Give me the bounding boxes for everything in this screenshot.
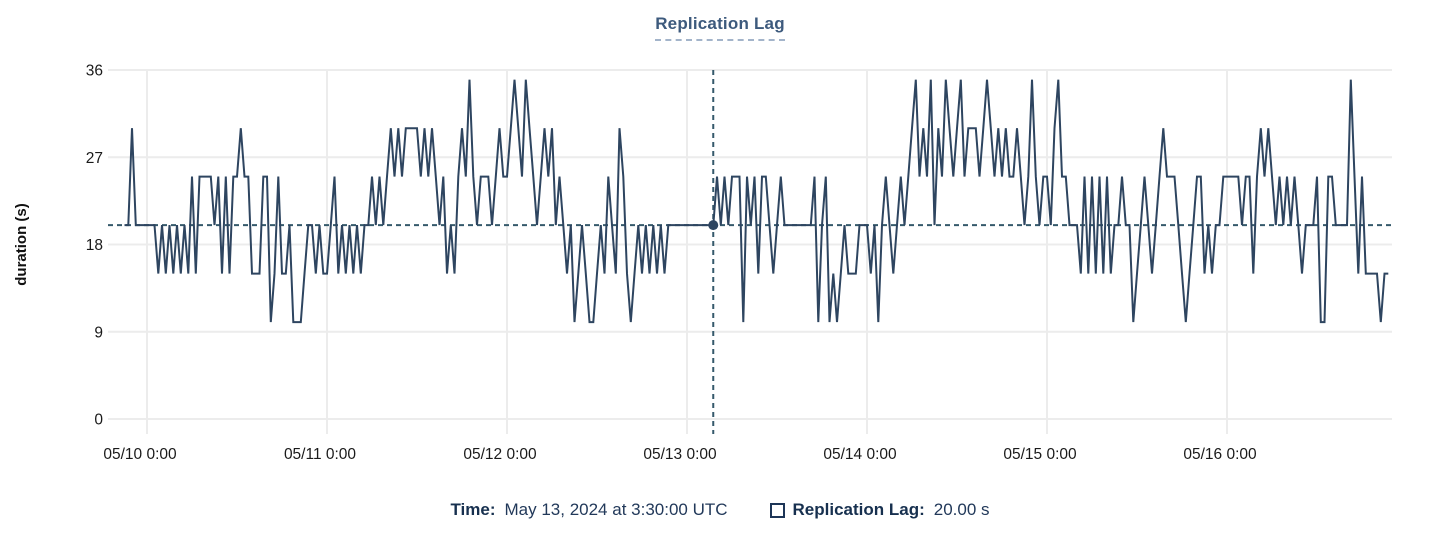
x-axis-labels: 05/10 0:00 05/11 0:00 05/12 0:00 05/13 0:00… [103,446,1257,463]
legend-square-icon [769,502,785,518]
time-value: May 13, 2024 at 3:30:00 UTC [504,500,728,519]
time-readout: Time: May 13, 2024 at 3:30:00 UTC [450,500,727,520]
svg-text:18: 18 [86,237,103,254]
series-value: 20.00 s [933,500,990,519]
replication-lag-chart[interactable]: 36 27 18 9 0 05/10 0:00 05/11 0:00 05/12 0:00 05… [0,48,1440,488]
hover-readout: Time: May 13, 2024 at 3:30:00 UTC Replic… [0,500,1440,520]
y-axis-labels: 36 27 18 9 0 [86,63,104,429]
gridlines [108,69,1392,434]
svg-text:05/16 0:00: 05/16 0:00 [1183,446,1257,463]
svg-text:05/14 0:00: 05/14 0:00 [823,446,897,463]
svg-text:05/12 0:00: 05/12 0:00 [463,446,537,463]
chart-header: Replication Lag [0,0,1440,48]
series-readout: Replication Lag: 20.00 s [769,500,990,520]
svg-text:9: 9 [94,324,103,341]
svg-text:05/15 0:00: 05/15 0:00 [1003,446,1077,463]
crosshair [108,70,1392,434]
y-axis-title: duration (s) [13,203,30,286]
chart-title[interactable]: Replication Lag [655,14,785,41]
svg-text:05/10 0:00: 05/10 0:00 [103,446,177,463]
svg-text:27: 27 [86,150,103,167]
svg-text:05/13 0:00: 05/13 0:00 [643,446,717,463]
svg-text:05/11 0:00: 05/11 0:00 [284,446,356,463]
series-label: Replication Lag: [792,500,925,519]
crosshair-point[interactable] [708,220,719,231]
svg-text:36: 36 [86,63,103,80]
svg-text:0: 0 [94,412,103,429]
time-label: Time: [450,500,496,519]
replication-lag-series[interactable] [124,79,1389,324]
